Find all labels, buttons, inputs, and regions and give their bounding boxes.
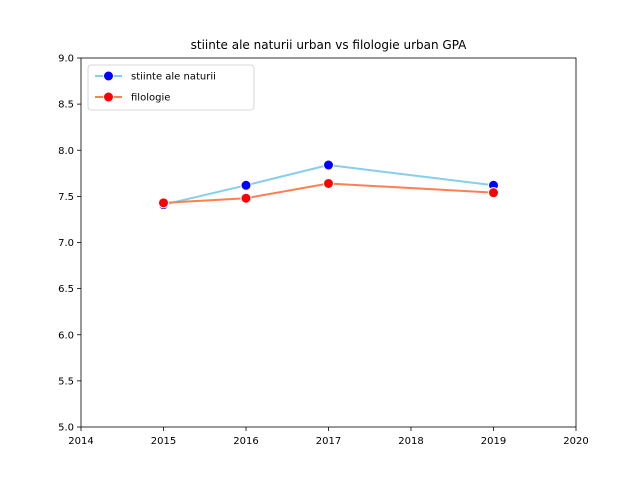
x-tick-label: 2015 [151,436,176,447]
series-layer [158,159,499,211]
chart-title: stiinte ale naturii urban vs filologie u… [191,38,468,52]
legend-label: stiinte ale naturii [131,72,216,83]
x-tick-label: 2014 [68,436,93,447]
legend-marker [103,91,114,103]
x-tick-label: 2017 [316,436,341,447]
y-tick-label: 6.5 [58,284,74,295]
data-point [240,192,252,204]
y-tick-label: 8.0 [58,146,74,157]
x-tick-label: 2020 [563,436,588,447]
data-point [240,179,252,191]
plot-area [80,57,577,428]
x-tick-label: 2019 [481,436,506,447]
legend-marker [103,70,114,82]
y-tick-label: 9.0 [58,54,74,65]
data-point [323,159,334,171]
y-axis: 5.0 5.5 6.0 6.5 7.0 7.5 8.0 8.5 9.0 [58,54,81,434]
x-axis: 2014 2015 2016 2017 2018 2019 2020 [68,427,589,447]
y-tick-label: 5.5 [58,376,74,387]
legend: stiinte ale naturii filologie [87,64,255,111]
x-tick-label: 2016 [233,436,258,447]
legend-box [87,64,255,111]
series-line-0 [163,164,494,206]
data-point [488,187,499,199]
data-point [323,177,334,189]
y-tick-label: 7.5 [58,192,74,203]
y-tick-label: 6.0 [58,330,74,341]
y-tick-label: 5.0 [58,423,74,434]
x-tick-label: 2018 [398,436,423,447]
axes-frame [80,57,577,428]
series-line-1 [163,182,494,204]
data-point [158,197,169,209]
legend-label: filologie [131,93,170,104]
y-tick-label: 8.5 [58,100,74,111]
y-tick-label: 7.0 [58,238,74,249]
